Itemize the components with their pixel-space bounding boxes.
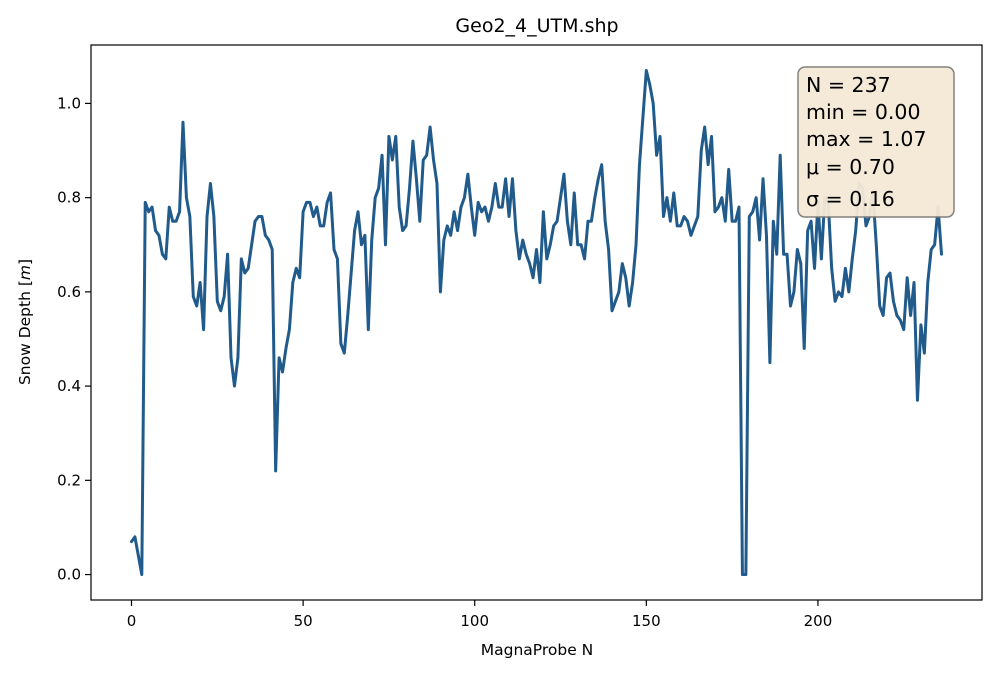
y-axis-label: Snow Depth [m] (16, 259, 34, 385)
x-tick-label-200: 200 (804, 612, 833, 630)
plot-frame (90, 44, 983, 601)
y-axis-label-unit: m (16, 265, 34, 280)
stats-max: max = 1.07 (806, 127, 927, 151)
y-tick-label-1.0: 1.0 (57, 94, 81, 112)
stats-box-background (797, 66, 955, 218)
stats-count: N = 237 (806, 73, 891, 97)
chart-title: Geo2_4_UTM.shp (455, 15, 618, 37)
y-axis-label-text: Snow Depth [ (16, 280, 34, 385)
x-tick-label-0: 0 (127, 612, 137, 630)
x-tick-label-100: 100 (460, 612, 489, 630)
y-tick-label-0.8: 0.8 (57, 189, 81, 207)
y-tick-label-0.4: 0.4 (57, 377, 81, 395)
y-tick-label-0.2: 0.2 (57, 471, 81, 489)
series-layer (130, 68, 943, 577)
stats-std: σ = 0.16 (806, 187, 895, 211)
y-tick-label-0.0: 0.0 (57, 566, 81, 584)
snow-depth-series-line (130, 68, 943, 577)
x-axis-label: MagnaProbe N (481, 641, 594, 659)
x-tick-label-50: 50 (294, 612, 313, 630)
y-axis-label-close: ] (16, 259, 34, 265)
stats-min: min = 0.00 (806, 100, 921, 124)
axes-layer: 0 50 100 150 200 0.0 0.2 0.4 0.6 0.8 1.0 (57, 94, 832, 630)
stats-mean: μ = 0.70 (806, 155, 895, 179)
stats-box: N = 237 min = 0.00 max = 1.07 μ = 0.70 σ… (797, 66, 955, 218)
y-tick-label-0.6: 0.6 (57, 283, 81, 301)
x-tick-label-150: 150 (632, 612, 661, 630)
